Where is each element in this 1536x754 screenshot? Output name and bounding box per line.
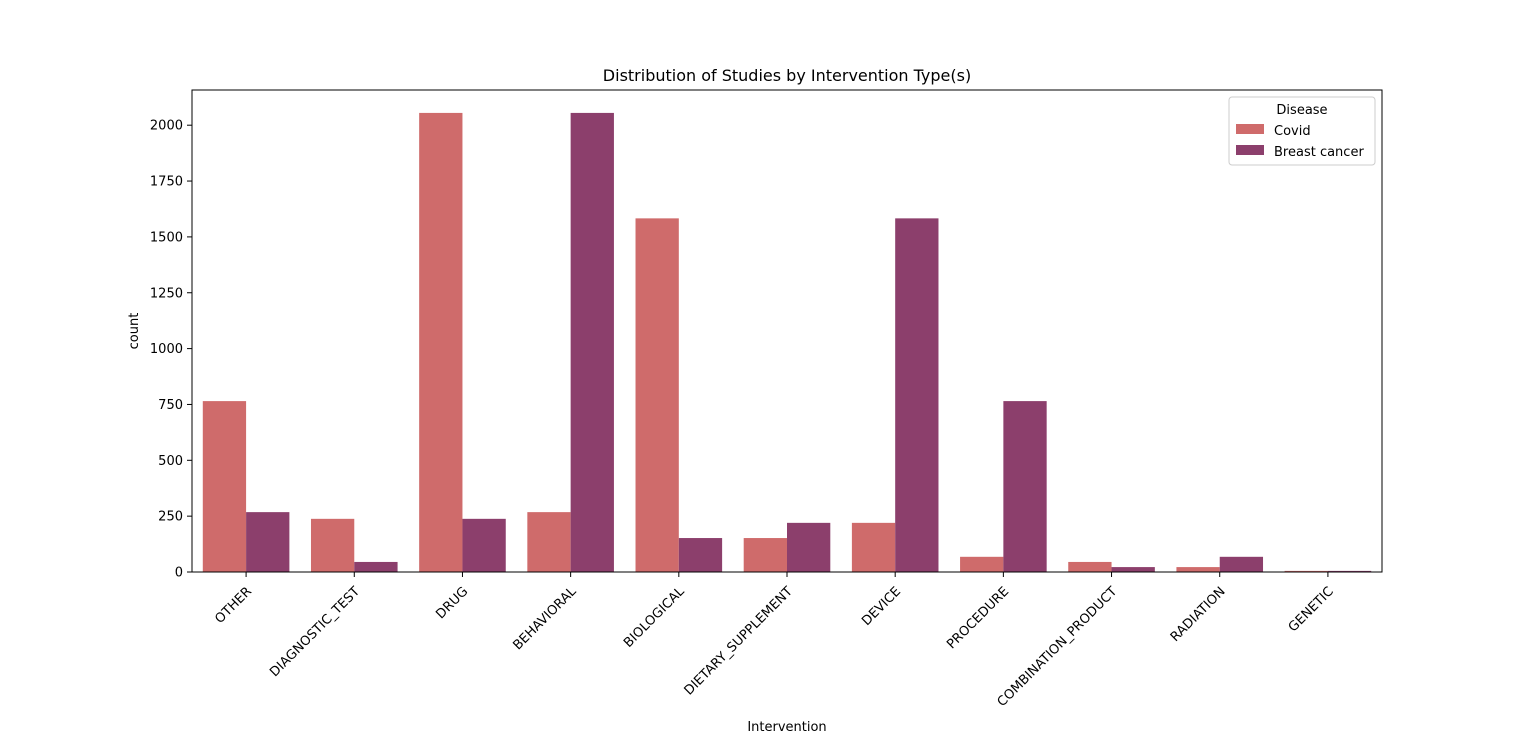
x-tick-label-other: OTHER (212, 584, 255, 627)
y-tick-label-0: 0 (175, 566, 183, 581)
bar-breast-cancer-genetic (1327, 570, 1372, 572)
x-tick-label-behavioral: BEHAVIORAL (510, 584, 580, 654)
bar-covid-radiation (1176, 567, 1220, 572)
bar-covid-biological (635, 218, 679, 573)
x-axis: OTHER DIAGNOSTIC_TEST DRUG BEHAVIORAL BIOLOG… (212, 572, 1337, 710)
bar-breast-cancer-other (246, 512, 290, 572)
bar-covid-drug (419, 112, 463, 573)
legend-title: Disease (1276, 103, 1327, 118)
bar-breast-cancer-behavioral (570, 112, 614, 573)
bars-group (202, 112, 1372, 573)
y-tick-label-2000: 2000 (150, 119, 183, 134)
bar-covid-genetic (1284, 570, 1328, 572)
x-axis-label: Intervention (747, 720, 826, 735)
bar-covid-procedure (960, 556, 1004, 572)
y-tick-label-1500: 1500 (150, 230, 183, 245)
x-tick-label-radiation: RADIATION (1168, 584, 1229, 645)
legend-swatch-covid (1236, 124, 1264, 134)
plot-frame (191, 89, 1383, 573)
y-tick-label-750: 750 (158, 398, 183, 413)
x-tick-label-diagnostic-test: DIAGNOSTIC_TEST (267, 584, 363, 680)
x-tick-label-drug: DRUG (433, 584, 471, 622)
bar-breast-cancer-combination-product (1111, 567, 1155, 572)
y-tick-label-1000: 1000 (150, 342, 183, 357)
y-tick-label-500: 500 (158, 454, 183, 469)
x-tick-label-procedure: PROCEDURE (944, 584, 1012, 652)
bar-breast-cancer-procedure (1003, 401, 1047, 572)
y-tick-label-250: 250 (158, 510, 183, 525)
x-tick-label-biological: BIOLOGICAL (621, 584, 688, 651)
x-tick-label-dietary-supplement: DIETARY_SUPPLEMENT (682, 584, 796, 698)
bar-covid-combination-product (1068, 561, 1112, 572)
legend-swatch-breast-cancer (1236, 145, 1264, 155)
legend-label-breast-cancer: Breast cancer (1274, 145, 1364, 160)
y-tick-label-1250: 1250 (150, 286, 183, 301)
bar-breast-cancer-dietary-supplement (787, 522, 831, 572)
y-axis: 0 250 500 750 1000 1250 1500 1750 2000 (150, 119, 192, 581)
bar-breast-cancer-drug (462, 518, 506, 572)
y-axis-label: count (127, 313, 142, 350)
legend-frame (1228, 96, 1376, 166)
bar-breast-cancer-biological (678, 538, 723, 572)
y-tick-label-1750: 1750 (150, 175, 183, 190)
bar-covid-diagnostic-test (310, 518, 355, 572)
bar-covid-device (851, 522, 896, 572)
bar-breast-cancer-device (895, 218, 939, 573)
x-tick-label-combination-product: COMBINATION_PRODUCT (995, 584, 1121, 710)
chart-title: Distribution of Studies by Intervention … (603, 66, 971, 85)
legend-label-covid: Covid (1274, 124, 1311, 139)
bar-breast-cancer-diagnostic-test (354, 561, 398, 572)
bar-covid-other (202, 401, 247, 572)
x-tick-label-device: DEVICE (859, 584, 904, 629)
bar-covid-dietary-supplement (743, 538, 787, 572)
bar-covid-behavioral (527, 512, 571, 572)
bar-breast-cancer-radiation (1219, 556, 1264, 572)
x-tick-label-genetic: GENETIC (1286, 584, 1337, 635)
legend: Disease Covid Breast cancer (1228, 96, 1376, 166)
